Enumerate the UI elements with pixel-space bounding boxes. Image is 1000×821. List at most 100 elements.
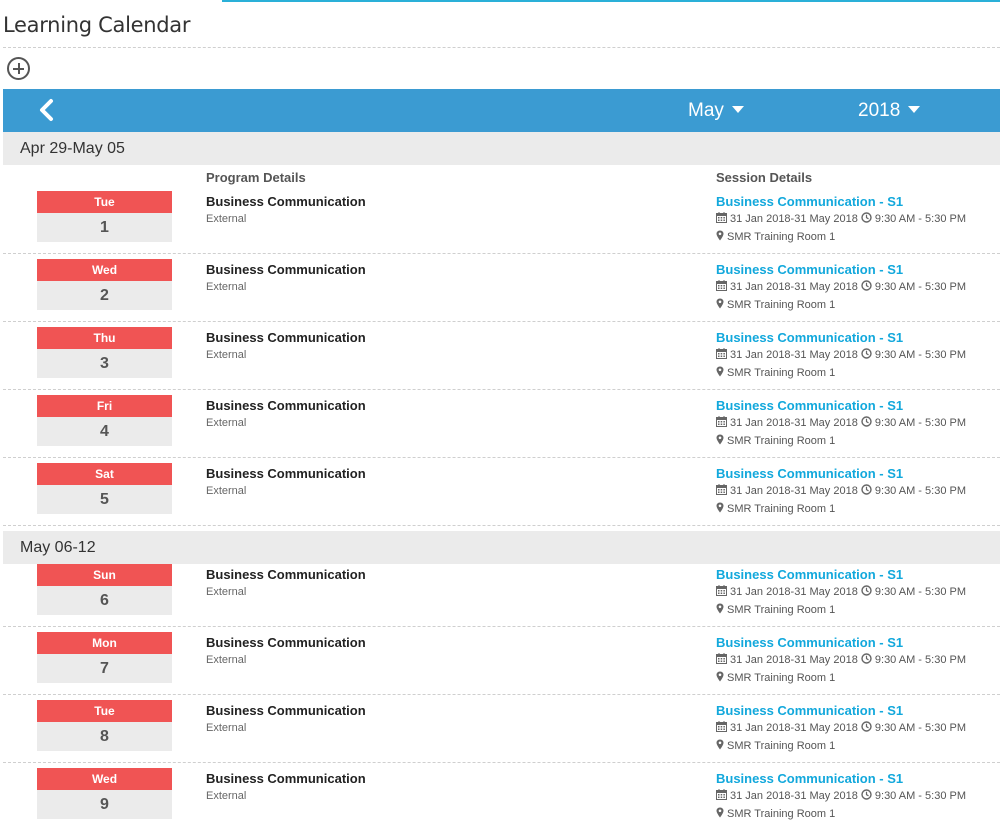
session-link[interactable]: Business Communication - S1	[716, 771, 904, 786]
day-number: 6	[37, 586, 172, 615]
map-marker-icon	[716, 434, 727, 447]
calendar-icon	[716, 653, 730, 666]
map-marker-icon	[716, 807, 727, 820]
session-time: 9:30 AM - 5:30 PM	[874, 485, 966, 497]
year-dropdown[interactable]: 2018	[858, 100, 921, 122]
clock-icon	[861, 585, 875, 598]
session-link[interactable]: Business Communication - S1	[716, 330, 904, 345]
session-room: SMR Training Room 1	[727, 604, 836, 616]
session-location: SMR Training Room 1	[716, 366, 835, 379]
day-name: Sat	[37, 463, 172, 485]
calendar-icon	[716, 280, 730, 293]
program-type: External	[206, 485, 247, 497]
day-number: 8	[37, 722, 172, 751]
session-link[interactable]: Business Communication - S1	[716, 398, 904, 413]
session-room: SMR Training Room 1	[727, 231, 836, 243]
calendar-row: Wed 2 Business Communication External Busine…	[3, 254, 1000, 322]
session-link[interactable]: Business Communication - S1	[716, 567, 904, 582]
calendar-icon	[716, 789, 730, 802]
session-dates: 31 Jan 2018-31 May 2018	[730, 281, 858, 293]
session-location: SMR Training Room 1	[716, 230, 835, 243]
day-name: Thu	[37, 327, 172, 349]
session-room: SMR Training Room 1	[727, 299, 836, 311]
day-name: Sun	[37, 564, 172, 586]
calendar-row: Tue 8 Business Communication External Busine…	[3, 695, 1000, 763]
session-schedule: 31 Jan 2018-31 May 2018 9:30 AM - 5:30 P…	[716, 280, 966, 293]
session-location: SMR Training Room 1	[716, 739, 835, 752]
session-dates: 31 Jan 2018-31 May 2018	[730, 417, 858, 429]
date-badge: Sat 5	[37, 463, 172, 514]
session-time: 9:30 AM - 5:30 PM	[874, 722, 966, 734]
map-marker-icon	[716, 739, 727, 752]
day-number: 3	[37, 349, 172, 378]
program-title: Business Communication	[206, 466, 366, 481]
plus-circle-icon[interactable]	[7, 57, 30, 80]
clock-icon	[861, 348, 875, 361]
session-schedule: 31 Jan 2018-31 May 2018 9:30 AM - 5:30 P…	[716, 585, 966, 598]
program-title: Business Communication	[206, 567, 366, 582]
program-type: External	[206, 654, 247, 666]
session-schedule: 31 Jan 2018-31 May 2018 9:30 AM - 5:30 P…	[716, 789, 966, 802]
calendar-row: Wed 9 Business Communication External Busine…	[3, 763, 1000, 821]
session-time: 9:30 AM - 5:30 PM	[874, 349, 966, 361]
session-dates: 31 Jan 2018-31 May 2018	[730, 485, 858, 497]
date-badge: Wed 2	[37, 259, 172, 310]
date-badge: Tue 8	[37, 700, 172, 751]
caret-down-icon	[908, 106, 921, 113]
clock-icon	[861, 484, 875, 497]
program-type: External	[206, 281, 247, 293]
date-badge: Mon 7	[37, 632, 172, 683]
day-name: Tue	[37, 700, 172, 722]
session-dates: 31 Jan 2018-31 May 2018	[730, 349, 858, 361]
week-header: May 06-12	[3, 531, 1000, 564]
month-value: May	[688, 100, 724, 121]
session-dates: 31 Jan 2018-31 May 2018	[730, 213, 858, 225]
session-link[interactable]: Business Communication - S1	[716, 466, 904, 481]
map-marker-icon	[716, 366, 727, 379]
clock-icon	[861, 416, 875, 429]
date-badge: Thu 3	[37, 327, 172, 378]
session-time: 9:30 AM - 5:30 PM	[874, 790, 966, 802]
top-accent-rule	[222, 0, 1000, 2]
program-title: Business Communication	[206, 635, 366, 650]
session-time: 9:30 AM - 5:30 PM	[874, 586, 966, 598]
session-link[interactable]: Business Communication - S1	[716, 703, 904, 718]
calendar-row: Sun 6 Business Communication External Busine…	[3, 559, 1000, 627]
week-label: May 06-12	[20, 539, 96, 556]
week-header: Apr 29-May 05	[3, 132, 1000, 165]
session-schedule: 31 Jan 2018-31 May 2018 9:30 AM - 5:30 P…	[716, 348, 966, 361]
session-link[interactable]: Business Communication - S1	[716, 635, 904, 650]
session-location: SMR Training Room 1	[716, 434, 835, 447]
day-name: Tue	[37, 191, 172, 213]
session-location: SMR Training Room 1	[716, 502, 835, 515]
calendar-row: Fri 4 Business Communication External Busine…	[3, 390, 1000, 458]
day-number: 7	[37, 654, 172, 683]
session-location: SMR Training Room 1	[716, 671, 835, 684]
program-type: External	[206, 722, 247, 734]
year-value: 2018	[858, 100, 901, 121]
month-dropdown[interactable]: May	[688, 100, 744, 122]
calendar-icon	[716, 212, 730, 225]
map-marker-icon	[716, 671, 727, 684]
program-title: Business Communication	[206, 398, 366, 413]
session-link[interactable]: Business Communication - S1	[716, 194, 904, 209]
session-room: SMR Training Room 1	[727, 740, 836, 752]
session-dates: 31 Jan 2018-31 May 2018	[730, 586, 858, 598]
session-time: 9:30 AM - 5:30 PM	[874, 654, 966, 666]
session-link[interactable]: Business Communication - S1	[716, 262, 904, 277]
session-room: SMR Training Room 1	[727, 503, 836, 515]
session-location: SMR Training Room 1	[716, 298, 835, 311]
day-name: Wed	[37, 768, 172, 790]
session-schedule: 31 Jan 2018-31 May 2018 9:30 AM - 5:30 P…	[716, 721, 966, 734]
program-title: Business Communication	[206, 703, 366, 718]
calendar-icon	[716, 721, 730, 734]
map-marker-icon	[716, 603, 727, 616]
program-details-header: Program Details	[206, 170, 306, 185]
page-title: Learning Calendar	[3, 13, 191, 37]
week-label: Apr 29-May 05	[20, 140, 125, 157]
date-badge: Tue 1	[37, 191, 172, 242]
day-number: 2	[37, 281, 172, 310]
clock-icon	[861, 789, 875, 802]
chevron-left-icon[interactable]	[37, 98, 57, 122]
session-time: 9:30 AM - 5:30 PM	[874, 281, 966, 293]
